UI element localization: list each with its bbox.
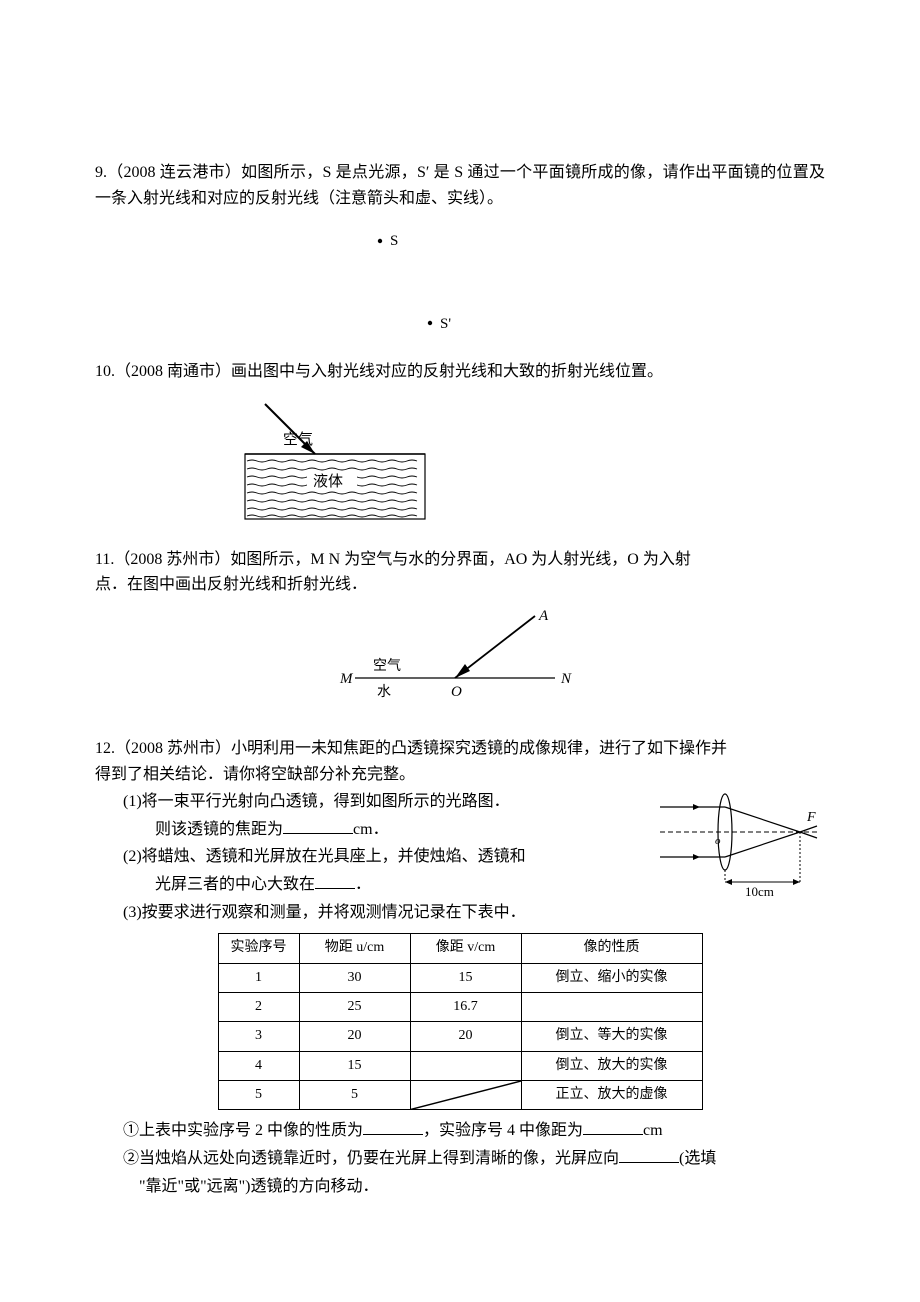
q12-sub2b-before: 光屏三者的中心大致在	[155, 876, 315, 893]
q12-sub1b: 则该透镜的焦距为 cm．	[123, 817, 645, 843]
table-cell: 20	[299, 1022, 410, 1051]
table-cell	[521, 992, 702, 1021]
table-cell: 2	[218, 992, 299, 1021]
table-cell	[410, 1051, 521, 1080]
q12-after3-text: "靠近"或"远离")透镜的方向移动．	[139, 1178, 378, 1195]
table-12: 实验序号物距 u/cm像距 v/cm像的性质 13015倒立、缩小的实像2251…	[218, 933, 703, 1110]
fig10-top-label: 空气	[283, 431, 313, 448]
q12-after2a: ②当烛焰从远处向透镜靠近时，仍要在光屏上得到清晰的像，光屏应向	[123, 1150, 619, 1167]
figure-9-svg: S S'	[95, 221, 825, 341]
q12-sub1a: (1)将一束平行光射向凸透镜，得到如图所示的光路图．	[123, 789, 645, 815]
table-cell: 25	[299, 992, 410, 1021]
table-row: 22516.7	[218, 992, 702, 1021]
q12-after1c: cm	[643, 1122, 663, 1139]
problem-12-line1: 12.（2008 苏州市）小明利用一未知焦距的凸透镜探究透镜的成像规律，进行了如…	[95, 736, 825, 762]
table-12-header: 像的性质	[521, 934, 702, 963]
problem-12-line2: 得到了相关结论．请你将空缺部分补充完整。	[95, 762, 825, 788]
problem-11-text: 11.（2008 苏州市）如图所示，M N 为空气与水的分界面，AO 为人射光线…	[95, 547, 825, 573]
blank-row2-nature	[363, 1118, 423, 1135]
page: 9.（2008 连云港市）如图所示，S 是点光源，S′ 是 S 通过一个平面镜所…	[0, 0, 920, 1302]
fig11-air: 空气	[373, 658, 401, 674]
blank-center	[315, 872, 355, 889]
q11-label: 11.	[95, 551, 114, 568]
problem-10-text: 10.（2008 南通市）画出图中与入射光线对应的反射光线和大致的折射光线位置。	[95, 359, 825, 385]
blank-direction	[619, 1146, 679, 1163]
q9-label: 9.	[95, 164, 107, 181]
q10-label: 10.	[95, 363, 115, 380]
fig12-f: F	[806, 810, 816, 825]
q9-body: （2008 连云港市）如图所示，S 是点光源，S′ 是 S 通过一个平面镜所成的…	[95, 164, 825, 207]
problem-9: 9.（2008 连云港市）如图所示，S 是点光源，S′ 是 S 通过一个平面镜所…	[95, 160, 825, 341]
fig9-s-label: S	[390, 233, 398, 249]
table-cell: 15	[299, 1051, 410, 1080]
problem-12-row: (1)将一束平行光射向凸透镜，得到如图所示的光路图． 则该透镜的焦距为 cm． (…	[95, 787, 825, 925]
table-cell: 3	[218, 1022, 299, 1051]
table-row: 32020倒立、等大的实像	[218, 1022, 702, 1051]
table-12-header: 像距 v/cm	[410, 934, 521, 963]
q12-sub1b-after: cm．	[353, 821, 389, 838]
fig11-a: A	[538, 608, 549, 624]
q12-label: 12.	[95, 740, 115, 757]
table-row: 55 正立、放大的虚像	[218, 1081, 702, 1110]
blank-row4-dist	[583, 1118, 643, 1135]
q12-after1a: ①上表中实验序号 2 中像的性质为	[123, 1122, 363, 1139]
fig9-sprime-label: S'	[440, 316, 451, 332]
table-cell: 倒立、放大的实像	[521, 1051, 702, 1080]
figure-12: o F 10cm	[655, 787, 825, 925]
table-cell: 4	[218, 1051, 299, 1080]
fig11-water: 水	[377, 684, 391, 700]
table-cell: 倒立、缩小的实像	[521, 963, 702, 992]
table-cell: 1	[218, 963, 299, 992]
q12-sub2b: 光屏三者的中心大致在 ．	[123, 872, 645, 898]
fig12-o: o	[715, 835, 721, 847]
q12-sub1b-before: 则该透镜的焦距为	[155, 821, 283, 838]
q11-line1: （2008 苏州市）如图所示，M N 为空气与水的分界面，AO 为人射光线，O …	[114, 551, 690, 568]
figure-11-svg: O A M N 空气 水	[325, 608, 595, 718]
figure-10: 液体 空气	[235, 399, 825, 529]
q12-after2: ②当烛焰从远处向透镜靠近时，仍要在光屏上得到清晰的像，光屏应向 (选填	[123, 1146, 825, 1172]
table-cell: 30	[299, 963, 410, 992]
table-cell: 15	[410, 963, 521, 992]
q12-l1: （2008 苏州市）小明利用一未知焦距的凸透镜探究透镜的成像规律，进行了如下操作…	[115, 740, 727, 757]
q12-sub3: (3)按要求进行观察和测量，并将观测情况记录在下表中．	[123, 900, 645, 926]
blank-focal	[283, 817, 353, 834]
table-12-header: 物距 u/cm	[299, 934, 410, 963]
table-cell: 正立、放大的虚像	[521, 1081, 702, 1110]
fig11-m: M	[339, 671, 354, 687]
figure-11: O A M N 空气 水	[95, 608, 825, 718]
table-cell: 20	[410, 1022, 521, 1051]
problem-10: 10.（2008 南通市）画出图中与入射光线对应的反射光线和大致的折射光线位置。	[95, 359, 825, 529]
problem-12: 12.（2008 苏州市）小明利用一未知焦距的凸透镜探究透镜的成像规律，进行了如…	[95, 736, 825, 1199]
problem-11: 11.（2008 苏州市）如图所示，M N 为空气与水的分界面，AO 为人射光线…	[95, 547, 825, 718]
q12-sub2a: (2)将蜡烛、透镜和光屏放在光具座上，并使烛焰、透镜和	[123, 844, 645, 870]
table-12-wrap: 实验序号物距 u/cm像距 v/cm像的性质 13015倒立、缩小的实像2251…	[95, 933, 825, 1110]
q12-after1: ①上表中实验序号 2 中像的性质为 ，实验序号 4 中像距为 cm	[123, 1118, 825, 1144]
fig11-o: O	[451, 684, 462, 700]
problem-12-subs: (1)将一束平行光射向凸透镜，得到如图所示的光路图． 则该透镜的焦距为 cm． (…	[95, 787, 645, 925]
q10-body: （2008 南通市）画出图中与入射光线对应的反射光线和大致的折射光线位置。	[115, 363, 663, 380]
q12-sub2b-after: ．	[355, 876, 371, 893]
q12-after1b: ，实验序号 4 中像距为	[423, 1122, 583, 1139]
table-row: 13015倒立、缩小的实像	[218, 963, 702, 992]
table-cell: 倒立、等大的实像	[521, 1022, 702, 1051]
problem-9-text: 9.（2008 连云港市）如图所示，S 是点光源，S′ 是 S 通过一个平面镜所…	[95, 160, 825, 211]
table-cell: 5	[218, 1081, 299, 1110]
figure-12-svg: o F 10cm	[655, 787, 825, 902]
figure-9: S S'	[95, 221, 825, 341]
figure-10-svg: 液体 空气	[235, 399, 435, 529]
fig11-n: N	[560, 671, 572, 687]
table-12-header: 实验序号	[218, 934, 299, 963]
table-row: 415 倒立、放大的实像	[218, 1051, 702, 1080]
fig12-dist: 10cm	[745, 884, 774, 899]
table-cell: 16.7	[410, 992, 521, 1021]
table-cell	[410, 1081, 521, 1110]
q12-after2b: (选填	[679, 1150, 716, 1167]
problem-11-line2: 点．在图中画出反射光线和折射光线．	[95, 572, 825, 598]
table-cell: 5	[299, 1081, 410, 1110]
q12-after3: "靠近"或"远离")透镜的方向移动．	[123, 1174, 825, 1200]
fig10-bottom-label: 液体	[313, 473, 343, 490]
